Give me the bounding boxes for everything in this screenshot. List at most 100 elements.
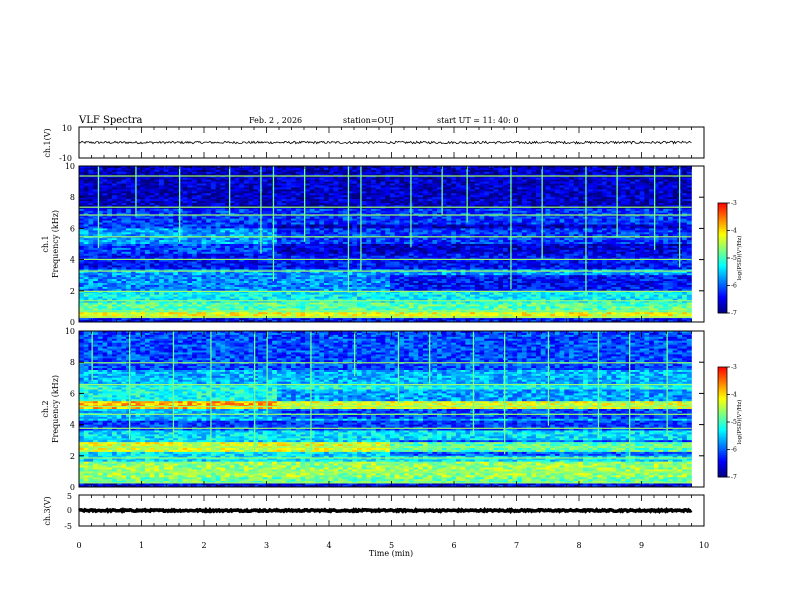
ch1-spectrogram-cell <box>168 166 174 169</box>
ch1-spectrogram-cell <box>597 206 603 210</box>
ch1-spectrogram-cell <box>606 224 612 227</box>
ch1-spectrogram-cell <box>493 218 499 221</box>
ch1-spectrogram-cell <box>267 212 273 216</box>
ch1-spectrogram-cell <box>286 197 292 200</box>
ch1-spectrogram-cell <box>229 185 235 188</box>
ch1-spectrogram-cell <box>239 228 245 231</box>
ch1-spectrogram-cell <box>338 206 344 210</box>
ch1-spectrogram-cell <box>173 187 179 190</box>
ch1-spectrogram-cell <box>225 208 231 212</box>
ch1-spectrogram-cell <box>493 232 499 235</box>
ch1-spectrogram-cell <box>126 226 132 229</box>
ch1-spectrogram-cell <box>432 203 438 206</box>
ch1-spectrogram-cell <box>239 203 245 206</box>
ch1-spectrogram-cell <box>140 169 146 173</box>
ch1-spectrogram-cell <box>460 226 466 229</box>
ch1-spectrogram-cell <box>111 185 117 188</box>
ch1-spectrogram-cell <box>361 183 367 186</box>
ch1-spectrogram-cell <box>493 166 499 169</box>
ch1-spectrogram-cell <box>192 169 198 173</box>
ch1-spectrogram-cell <box>649 214 655 217</box>
ch1-spectrogram-cell <box>625 216 631 219</box>
ch1-spectrogram-cell <box>291 179 297 182</box>
ch1-spectrogram-cell <box>314 199 320 202</box>
ch1-spectrogram-cell <box>564 230 570 233</box>
ch1-spectrogram-cell <box>300 195 306 198</box>
ch1-spectrogram-cell <box>474 203 480 206</box>
ch1-spectrogram-cell <box>460 220 466 223</box>
ch1-spectrogram-cell <box>116 205 122 208</box>
ch1-spectrogram-cell <box>601 193 607 196</box>
ch1-spectrogram-cell <box>239 212 245 216</box>
ch1-spectrogram-cell <box>149 181 155 184</box>
ch1-spectrogram-cell <box>653 205 659 208</box>
ch1-spectrogram-cell <box>658 171 664 175</box>
ch1-spectrogram-cell <box>116 179 122 182</box>
ch1-spectrogram-cell <box>333 218 339 221</box>
ch1-spectrogram-cell <box>620 191 626 194</box>
ch1-spectrogram-cell <box>352 171 358 175</box>
ch1-spectrogram-cell <box>644 234 650 237</box>
ch1-spectrogram-cell <box>540 230 546 233</box>
ch1-spectrogram-cell <box>305 171 311 175</box>
ch1-spectrogram-cell <box>413 185 419 188</box>
ch1-spectrogram-cell <box>380 203 386 206</box>
ch1-spectrogram-cell <box>93 220 99 223</box>
ch1-spectrogram-cell <box>107 228 113 231</box>
ch1-spectrogram-cell <box>446 212 452 216</box>
ch1-spectrogram-cell <box>215 166 221 169</box>
ch1-spectrogram-cell <box>394 238 400 241</box>
ch1-spectrogram-cell <box>328 214 334 217</box>
ch1-spectrogram-cell <box>404 220 410 223</box>
ch1-spectrogram-cell <box>206 210 212 214</box>
ch1-spectrogram-cell <box>484 169 490 173</box>
ch1-spectrogram-cell <box>111 226 117 229</box>
ch1-spectrogram-cell <box>517 169 523 173</box>
ch1-spectrogram-cell <box>427 175 433 178</box>
ch1-spectrogram-cell <box>422 185 428 188</box>
ch1-spectrogram-cell <box>97 167 103 171</box>
ch1-spectrogram-cell <box>658 179 664 182</box>
ch1-spectrogram-cell <box>79 201 85 204</box>
ch1-spectrogram-cell <box>564 187 570 190</box>
ch1-spectrogram-cell <box>526 199 532 202</box>
ch1-spectrogram-cell <box>111 183 117 186</box>
ch1-spectrogram-cell <box>305 212 311 216</box>
ch1-spectrogram-cell <box>587 216 593 219</box>
ch1-spectrogram-cell <box>225 183 231 186</box>
ch1-spectrogram-cell <box>126 167 132 171</box>
ch1-spectrogram-cell <box>634 189 640 192</box>
ch1-spectrogram-cell <box>667 214 673 217</box>
ch1-spectrogram-cell <box>102 183 108 186</box>
ch1-spectrogram-cell <box>606 197 612 200</box>
ch1-spectrogram-cell <box>253 234 259 237</box>
ch1-spectrogram-cell <box>300 185 306 188</box>
ch1-spectrogram-cell <box>168 234 174 237</box>
ch1-spectrogram-cell <box>639 185 645 188</box>
ch1-spectrogram-cell <box>177 232 183 235</box>
ch1-spectrogram-cell <box>625 206 631 210</box>
ch1-spectrogram-cell <box>375 183 381 186</box>
ch1-spectrogram-cell <box>159 230 165 233</box>
ch1-spectrogram-cell <box>305 191 311 194</box>
ch1-spectrogram-cell <box>281 197 287 200</box>
ch1-spectrogram-cell <box>243 222 249 225</box>
ch1-spectrogram-cell <box>319 201 325 204</box>
ch1-spectrogram-cell <box>111 169 117 173</box>
ch1-spectrogram-cell <box>427 210 433 214</box>
ch1-spectrogram-cell <box>455 222 461 225</box>
ch1-spectrogram-cell <box>135 224 141 227</box>
ch1-spectrogram-cell <box>347 224 353 227</box>
ch1-spectrogram-cell <box>658 220 664 223</box>
ch1-spectrogram-cell <box>488 210 494 214</box>
ch1-spectrogram-cell <box>276 167 282 171</box>
ch1-spectrogram-cell <box>498 175 504 178</box>
ch1-spectrogram-cell <box>88 226 94 229</box>
ch1-spectrogram-cell <box>536 171 542 175</box>
ch1-spectrogram-cell <box>550 214 556 217</box>
ch1-spectrogram-cell <box>102 169 108 173</box>
ch1-spectrogram-cell <box>88 232 94 235</box>
ch1-spectrogram-cell <box>658 173 664 177</box>
ch1-spectrogram-cell <box>234 240 240 243</box>
ch1-spectrogram-cell <box>460 230 466 233</box>
